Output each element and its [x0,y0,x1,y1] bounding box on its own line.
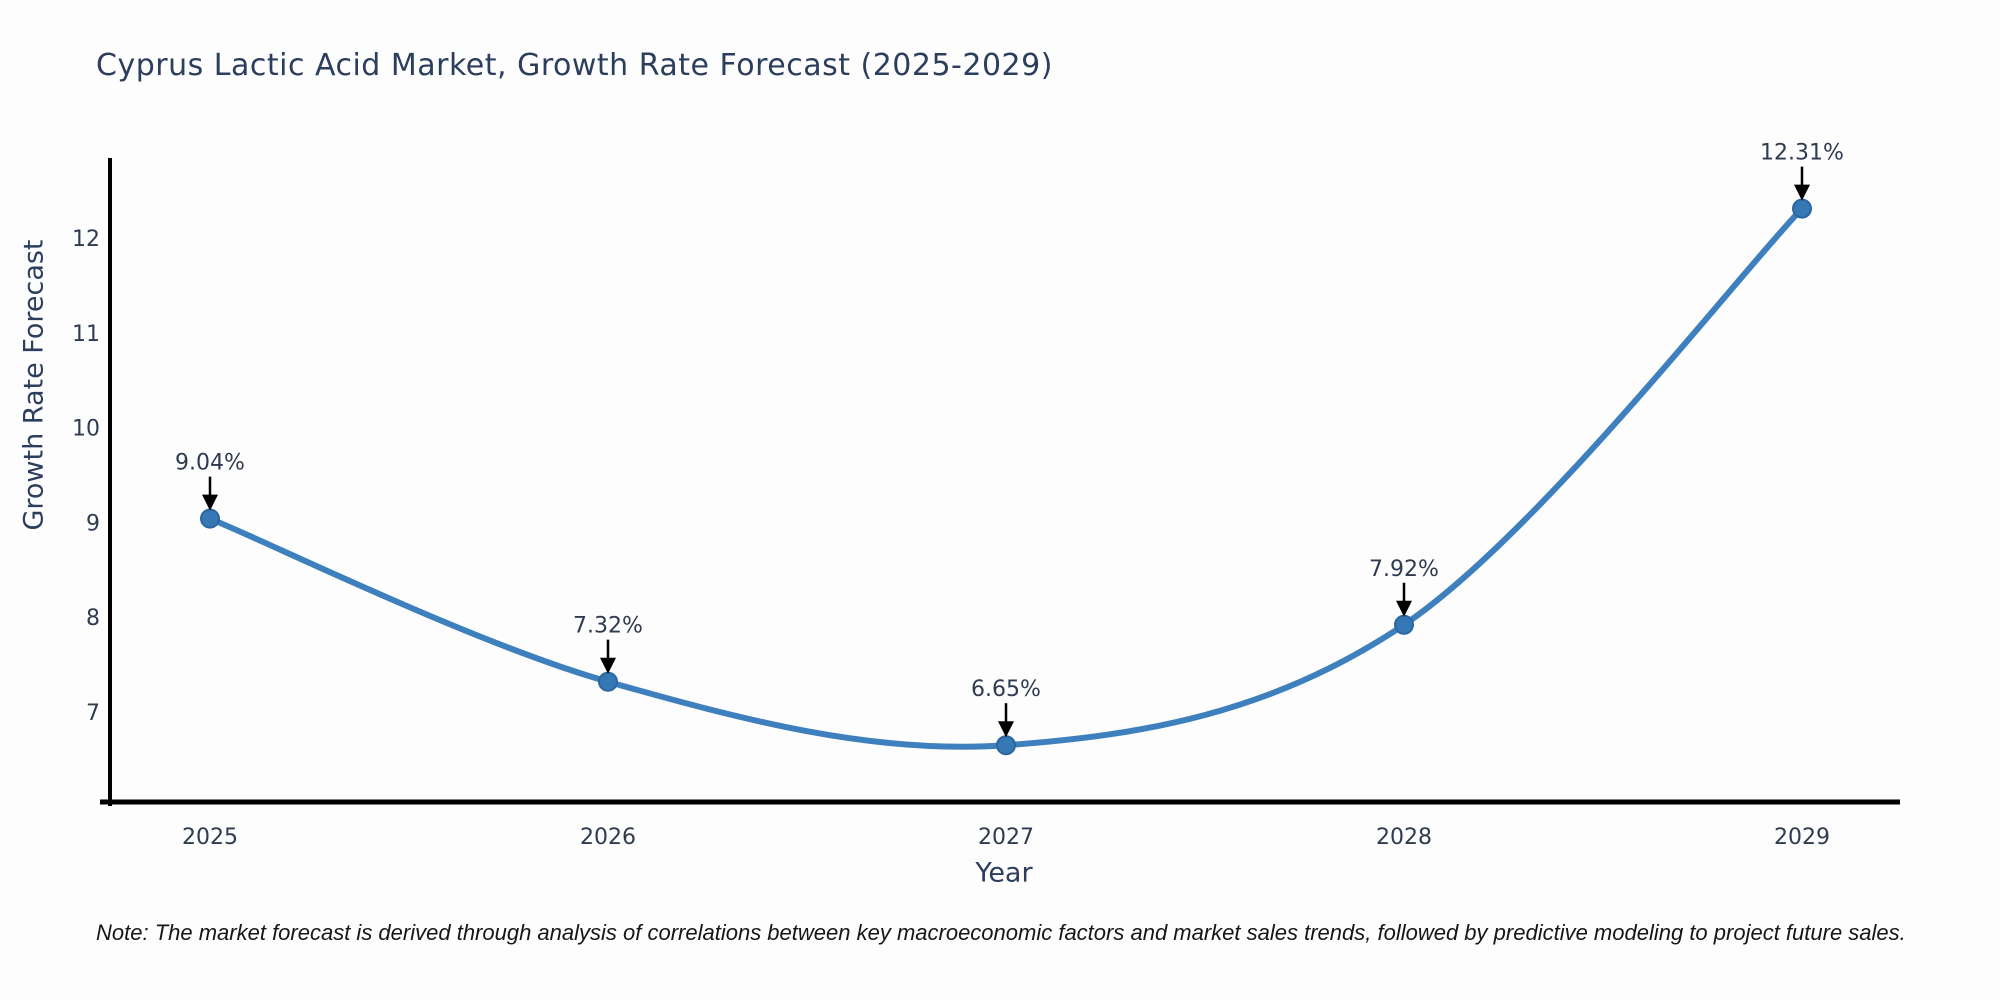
x-axis-title: Year [975,857,1033,889]
data-point-marker [996,735,1016,756]
data-point-label: 7.32% [573,614,643,639]
data-point-label: 7.92% [1369,557,1439,582]
x-tick-label: 2028 [1376,825,1432,850]
annotation-arrowhead [1396,600,1412,617]
y-tick-label: 7 [86,701,100,726]
x-tick-label: 2027 [978,825,1034,850]
forecast-line [207,205,1805,750]
y-axis-title: Growth Rate Forecast [18,239,50,531]
x-tick-label: 2029 [1774,825,1830,850]
annotation-arrowhead [202,494,218,511]
footnote: Note: The market forecast is derived thr… [96,920,1906,945]
data-point-label: 9.04% [175,451,245,476]
data-point-marker [1394,614,1414,635]
y-tick-label: 9 [86,511,100,536]
x-tick-label: 2025 [182,825,238,850]
annotation-arrowhead [1794,184,1810,201]
data-point-label: 12.31% [1760,141,1844,166]
y-tick-label: 8 [86,606,100,631]
annotation-arrowhead [600,657,616,674]
x-tick-label: 2026 [580,825,636,850]
y-tick-label: 10 [72,417,100,442]
data-point-label: 6.65% [971,677,1041,702]
y-tick-label: 12 [72,227,100,252]
chart-title: Cyprus Lactic Acid Market, Growth Rate F… [96,48,1053,83]
data-point-marker [1792,198,1812,219]
data-point-marker [200,508,220,529]
y-tick-label: 11 [72,322,100,347]
annotation-arrowhead [998,721,1014,738]
data-point-marker [598,671,618,692]
